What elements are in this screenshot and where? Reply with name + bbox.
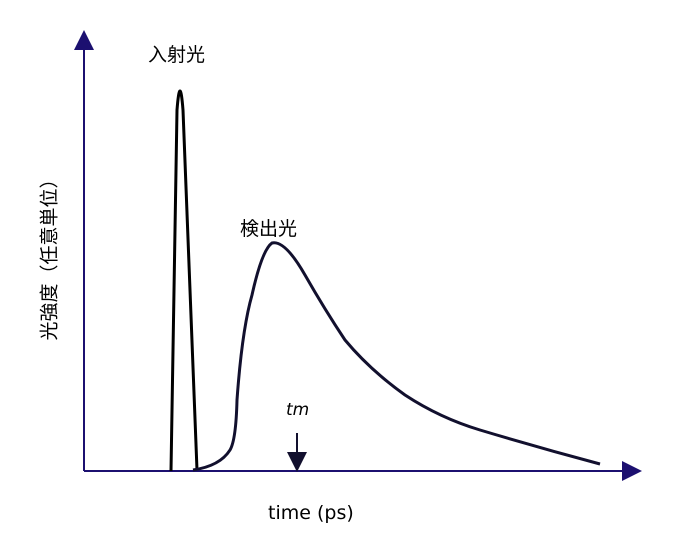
tm-label: tm: [286, 400, 310, 420]
y-axis-label: 光強度（任意単位）: [38, 169, 61, 341]
incident-light-curve: [169, 89, 199, 472]
incident-light-label: 入射光: [148, 44, 206, 66]
detected-light-label: 検出光: [240, 218, 298, 240]
detected-light-curve: [192, 241, 601, 472]
x-axis-label: time (ps): [268, 502, 354, 524]
